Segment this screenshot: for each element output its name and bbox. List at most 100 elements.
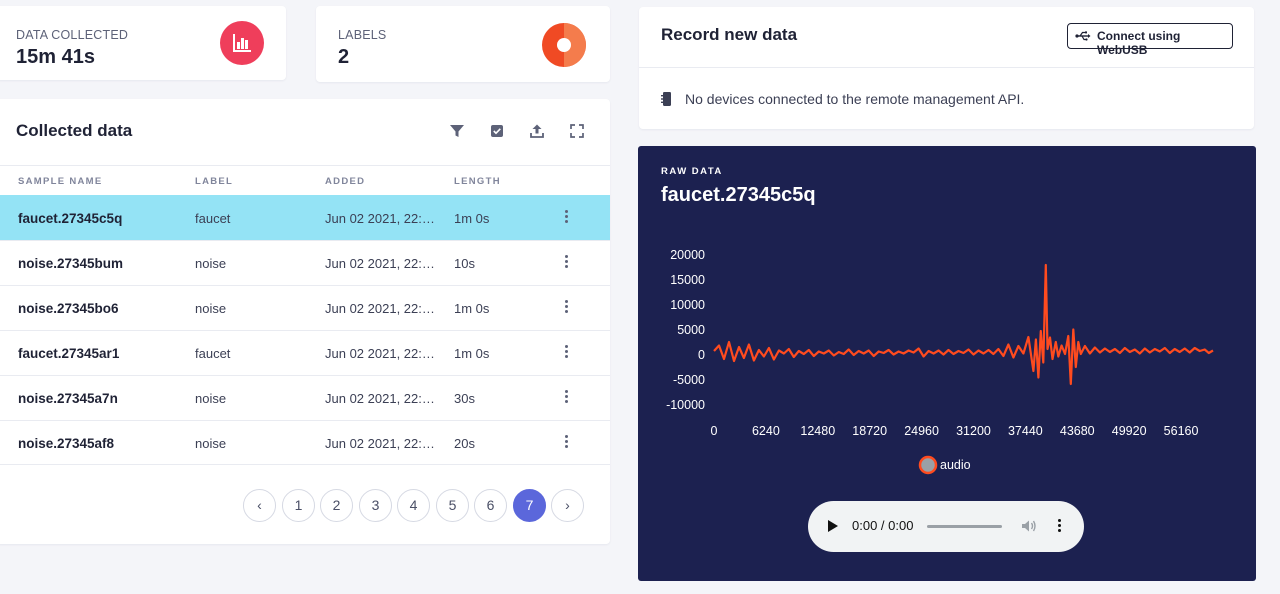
pagination-next-button[interactable]: › bbox=[551, 489, 584, 522]
x-tick-label: 49920 bbox=[1112, 424, 1147, 438]
table-row[interactable]: noise.27345bum noise Jun 02 2021, 22:45:… bbox=[0, 240, 610, 285]
bar-chart-icon bbox=[220, 21, 264, 65]
column-header-label: LABEL bbox=[195, 176, 234, 187]
record-title: Record new data bbox=[661, 25, 798, 44]
sample-added: Jun 02 2021, 22:45:07 bbox=[325, 436, 440, 451]
sample-name: faucet.27345ar1 bbox=[18, 346, 120, 361]
sample-name: noise.27345af8 bbox=[18, 436, 115, 451]
column-header-added: ADDED bbox=[325, 176, 366, 187]
collected-data-title: Collected data bbox=[16, 121, 133, 140]
column-header-sample-name: SAMPLE NAME bbox=[18, 176, 103, 187]
sample-label: faucet bbox=[195, 211, 231, 226]
table-header: SAMPLE NAME LABEL ADDED LENGTH bbox=[0, 165, 610, 195]
sample-name: noise.27345bum bbox=[18, 256, 124, 271]
x-tick-label: 12480 bbox=[800, 424, 835, 438]
pagination-page-3[interactable]: 3 bbox=[359, 489, 392, 522]
pagination-page-5[interactable]: 5 bbox=[436, 489, 469, 522]
y-tick-label: 20000 bbox=[670, 248, 705, 262]
audio-more-icon[interactable] bbox=[1055, 518, 1063, 534]
raw-data-label: RAW DATA bbox=[661, 166, 723, 177]
pagination-page-1[interactable]: 1 bbox=[282, 489, 315, 522]
select-icon[interactable] bbox=[489, 123, 505, 139]
sample-length: 1m 0s bbox=[454, 211, 490, 226]
labels-card: LABELS 2 bbox=[316, 6, 610, 82]
sample-added: Jun 02 2021, 22:45:07 bbox=[325, 346, 440, 361]
sample-length: 1m 0s bbox=[454, 346, 490, 361]
pie-chart-icon bbox=[541, 22, 586, 67]
y-tick-label: -5000 bbox=[673, 373, 705, 387]
sample-label: noise bbox=[195, 301, 227, 316]
sample-name: faucet.27345c5q bbox=[18, 211, 123, 226]
sample-name: noise.27345bo6 bbox=[18, 301, 119, 316]
row-menu-icon[interactable] bbox=[559, 208, 573, 228]
x-tick-label: 24960 bbox=[904, 424, 939, 438]
no-devices-message: No devices connected to the remote manag… bbox=[685, 91, 1025, 107]
sample-added: Jun 02 2021, 22:45:07 bbox=[325, 391, 440, 406]
table-row[interactable]: faucet.27345c5q faucet Jun 02 2021, 22:4… bbox=[0, 195, 610, 240]
legend-marker bbox=[918, 455, 938, 475]
data-collected-label: DATA COLLECTED bbox=[16, 28, 129, 42]
play-icon[interactable] bbox=[827, 519, 839, 533]
pagination-page-6[interactable]: 6 bbox=[474, 489, 507, 522]
pagination-page-7[interactable]: 7 bbox=[513, 489, 546, 522]
sample-length: 10s bbox=[454, 256, 475, 271]
pagination-prev-button[interactable]: ‹ bbox=[243, 489, 276, 522]
sample-label: noise bbox=[195, 391, 227, 406]
y-tick-label: 5000 bbox=[677, 323, 705, 337]
labels-label: LABELS bbox=[338, 28, 387, 42]
row-menu-icon[interactable] bbox=[559, 388, 573, 408]
sample-name: noise.27345a7n bbox=[18, 391, 118, 406]
audio-player[interactable]: 0:00 / 0:00 bbox=[808, 501, 1084, 552]
table-row[interactable]: noise.27345bo6 noise Jun 02 2021, 22:45:… bbox=[0, 285, 610, 330]
connect-webusb-button[interactable]: Connect using WebUSB bbox=[1067, 23, 1233, 57]
record-new-data-card: Record new data Connect using WebUSB No … bbox=[639, 7, 1254, 129]
row-menu-icon[interactable] bbox=[559, 298, 573, 318]
x-tick-label: 18720 bbox=[852, 424, 887, 438]
sample-length: 30s bbox=[454, 391, 475, 406]
row-menu-icon[interactable] bbox=[559, 343, 573, 363]
collected-data-card: Collected data SAMPLE NAME LABEL ADDED L… bbox=[0, 99, 610, 544]
labels-value: 2 bbox=[338, 46, 350, 68]
audio-chart: 20000 15000 10000 5000 0 -5000 -10000 0 6240 1248… bbox=[666, 248, 1214, 475]
sample-added: Jun 02 2021, 22:45:07 bbox=[325, 256, 440, 271]
table-row[interactable]: noise.27345af8 noise Jun 02 2021, 22:45:… bbox=[0, 420, 610, 465]
sample-length: 1m 0s bbox=[454, 301, 490, 316]
sample-added: Jun 02 2021, 22:45:07 bbox=[325, 301, 440, 316]
audio-progress-bar[interactable] bbox=[927, 525, 1002, 528]
y-tick-label: 15000 bbox=[670, 273, 705, 287]
upload-icon[interactable] bbox=[529, 123, 545, 139]
usb-icon bbox=[1075, 31, 1091, 41]
x-tick-label: 43680 bbox=[1060, 424, 1095, 438]
sample-length: 20s bbox=[454, 436, 475, 451]
pagination-page-2[interactable]: 2 bbox=[320, 489, 353, 522]
audio-time: 0:00 / 0:00 bbox=[852, 518, 914, 533]
y-tick-label: -10000 bbox=[666, 398, 705, 412]
column-header-length: LENGTH bbox=[454, 176, 501, 187]
row-menu-icon[interactable] bbox=[559, 433, 573, 453]
filter-icon[interactable] bbox=[449, 123, 465, 139]
data-collected-card: DATA COLLECTED 15m 41s bbox=[0, 6, 286, 80]
series-line-audio bbox=[713, 263, 1214, 386]
raw-data-panel: RAW DATA faucet.27345c5q 20000 15000 10000… bbox=[638, 146, 1256, 581]
raw-sample-name: faucet.27345c5q bbox=[661, 184, 816, 206]
data-collected-value: 15m 41s bbox=[16, 46, 95, 68]
table-row[interactable]: noise.27345a7n noise Jun 02 2021, 22:45:… bbox=[0, 375, 610, 420]
volume-icon[interactable] bbox=[1021, 519, 1037, 533]
x-tick-label: 56160 bbox=[1164, 424, 1199, 438]
connect-webusb-label: Connect using WebUSB bbox=[1097, 29, 1181, 57]
sample-added: Jun 02 2021, 22:45:07 bbox=[325, 211, 440, 226]
sample-label: noise bbox=[195, 436, 227, 451]
legend-label: audio bbox=[940, 458, 971, 472]
sample-label: noise bbox=[195, 256, 227, 271]
device-icon bbox=[661, 92, 671, 106]
pagination-page-4[interactable]: 4 bbox=[397, 489, 430, 522]
x-tick-label: 31200 bbox=[956, 424, 991, 438]
x-tick-label: 0 bbox=[711, 424, 718, 438]
divider bbox=[639, 67, 1254, 68]
row-menu-icon[interactable] bbox=[559, 253, 573, 273]
y-tick-label: 0 bbox=[698, 348, 705, 362]
x-tick-label: 37440 bbox=[1008, 424, 1043, 438]
table-row[interactable]: faucet.27345ar1 faucet Jun 02 2021, 22:4… bbox=[0, 330, 610, 375]
expand-icon[interactable] bbox=[569, 123, 585, 139]
sample-label: faucet bbox=[195, 346, 231, 361]
